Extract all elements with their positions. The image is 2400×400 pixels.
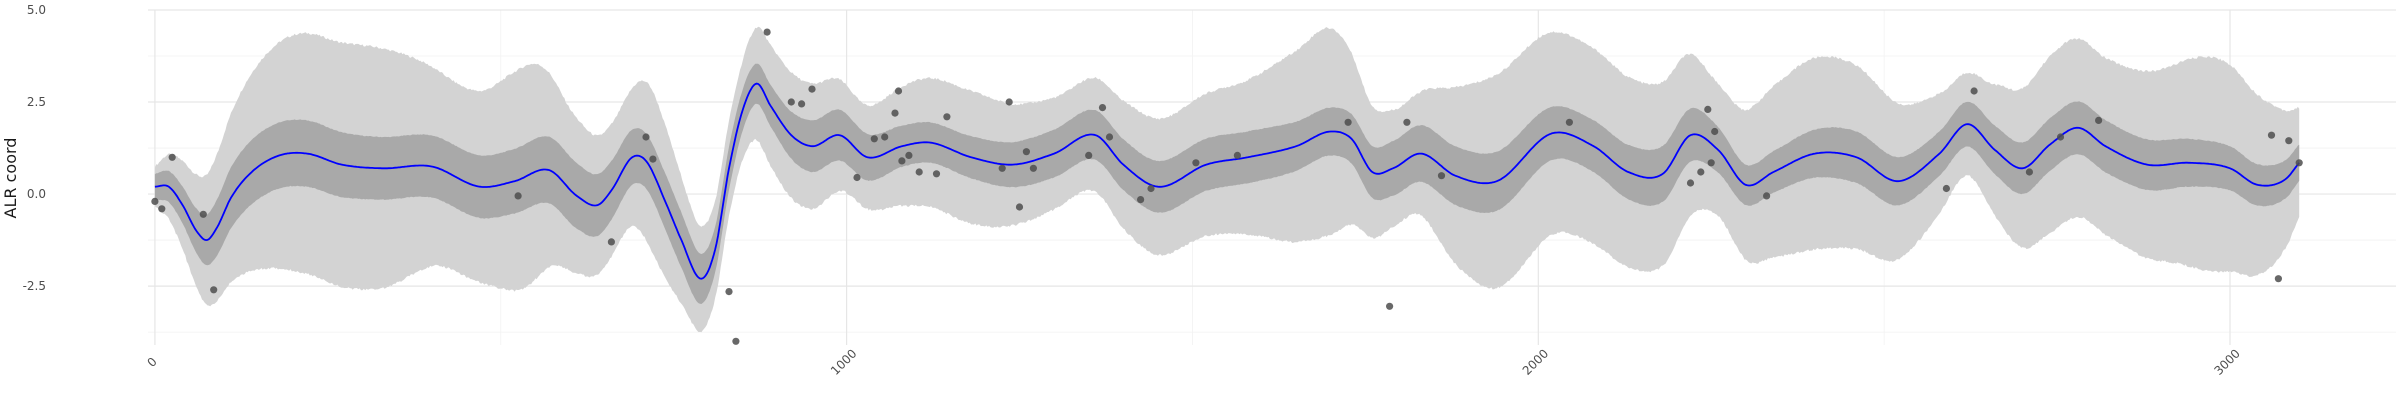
data-point <box>2025 168 2033 176</box>
data-point <box>1942 184 1950 193</box>
data-point <box>1022 148 1030 156</box>
data-point <box>151 197 159 205</box>
data-point <box>881 133 889 141</box>
data-point <box>2295 159 2303 167</box>
data-point <box>1233 151 1241 159</box>
data-point <box>1704 105 1712 113</box>
data-point <box>1386 302 1394 310</box>
y-tick-label: 5.0 <box>27 3 46 17</box>
data-point <box>853 173 861 182</box>
y-tick-label: 2.5 <box>27 95 46 109</box>
data-point <box>1105 133 1114 141</box>
data-point <box>2267 131 2276 139</box>
x-tick-label: 1000 <box>828 346 859 377</box>
data-point <box>763 28 771 36</box>
data-point <box>905 151 913 159</box>
observation-points <box>151 28 2303 345</box>
data-point <box>1686 179 1695 187</box>
data-point <box>932 170 941 178</box>
data-point <box>1029 164 1037 172</box>
data-point <box>798 100 806 108</box>
x-tick-label: 2000 <box>1520 346 1551 377</box>
data-point <box>1707 159 1715 167</box>
data-point <box>1403 118 1411 126</box>
data-point <box>891 109 899 117</box>
data-point <box>607 238 616 246</box>
data-point <box>998 164 1006 172</box>
data-point <box>915 168 923 176</box>
data-point <box>158 205 166 213</box>
y-axis-ticks: -2.5 0.0 2.5 5.0 <box>23 3 46 293</box>
data-point <box>1711 127 1719 136</box>
data-point <box>725 288 733 296</box>
data-point <box>2285 137 2293 145</box>
data-point <box>808 85 816 93</box>
data-point <box>168 153 176 161</box>
mean-trend-line <box>154 82 2300 280</box>
data-point <box>870 135 878 143</box>
data-point <box>210 286 218 294</box>
data-point <box>1344 118 1352 126</box>
data-point <box>649 155 657 163</box>
data-point <box>1192 159 1200 167</box>
data-point <box>1098 104 1107 112</box>
data-point <box>943 113 951 121</box>
data-point <box>1970 87 1978 95</box>
data-point <box>1005 98 1013 106</box>
data-point <box>787 98 795 106</box>
data-point <box>199 210 207 218</box>
x-tick-label: 0 <box>144 355 159 370</box>
confidence-bands <box>154 26 2300 333</box>
data-point <box>894 87 903 95</box>
x-tick-label: 3000 <box>2211 346 2242 377</box>
y-tick-label: 0.0 <box>27 187 46 201</box>
data-point <box>2274 275 2282 283</box>
y-axis-title: ALR coord <box>1 138 20 219</box>
data-point <box>1085 151 1093 159</box>
data-point <box>1437 172 1446 180</box>
data-point <box>2095 116 2103 124</box>
inner-uncertainty-band <box>154 63 2300 305</box>
data-point <box>1137 196 1145 204</box>
x-axis-ticks: 0 1000 2000 3000 <box>144 346 2243 377</box>
y-tick-label: -2.5 <box>23 279 46 293</box>
mean-line <box>154 82 2300 280</box>
data-point <box>1763 192 1771 200</box>
data-point <box>732 337 740 345</box>
data-point <box>2056 133 2065 141</box>
data-point <box>898 157 906 165</box>
data-point <box>1147 184 1155 193</box>
data-point <box>1697 168 1705 176</box>
data-point <box>514 192 522 200</box>
data-point <box>1015 203 1024 211</box>
data-point <box>642 133 650 141</box>
data-point <box>1565 118 1573 126</box>
